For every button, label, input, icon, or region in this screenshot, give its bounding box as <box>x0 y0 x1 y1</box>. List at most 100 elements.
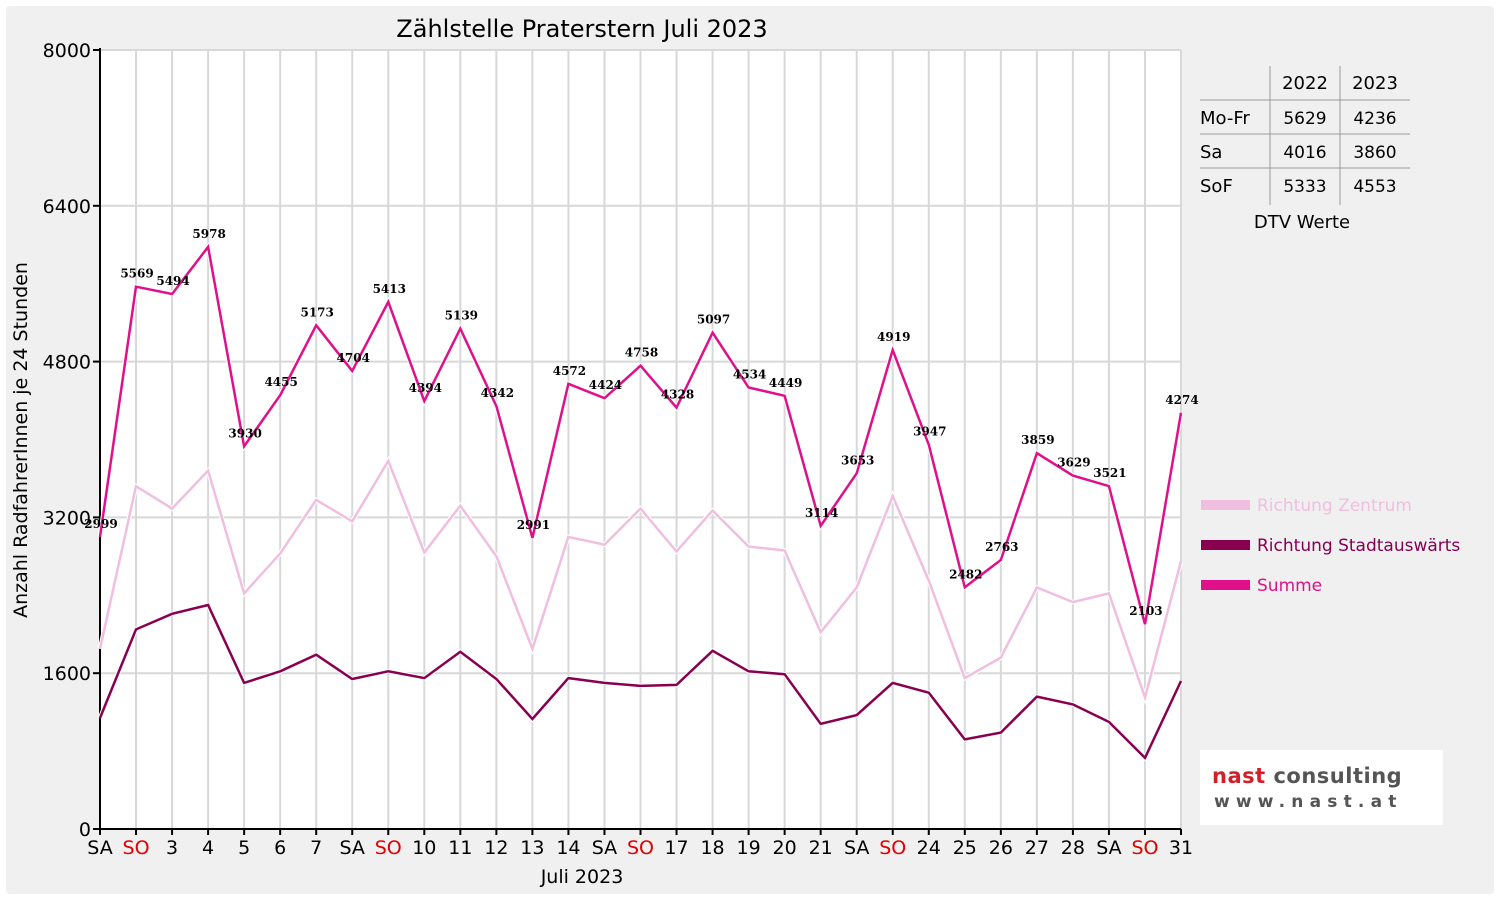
x-tick-label: SA <box>844 837 869 859</box>
table-row-label: SoF <box>1200 176 1233 197</box>
legend-item: Summe <box>1201 576 1322 596</box>
table-cell: 4553 <box>1353 177 1396 197</box>
legend-swatch <box>1201 500 1250 510</box>
data-label: 5413 <box>373 282 406 296</box>
data-label: 3114 <box>805 506 838 520</box>
table-caption: DTV Werte <box>1254 212 1350 233</box>
x-tick-labels: SA SO 3 4 5 6 7 SA SO 10 11 12 13 14 SA SO 17 18 19 20 21 SA S… <box>87 837 1193 859</box>
data-label: 3521 <box>1093 466 1126 480</box>
x-tick-label: SA <box>87 837 112 859</box>
y-tick-label: 4800 <box>43 352 91 374</box>
series-line <box>98 603 1183 761</box>
data-label: 4455 <box>264 375 297 389</box>
chart-title: Zählstelle Praterstern Juli 2023 <box>396 15 767 43</box>
series-1 <box>97 455 1184 706</box>
x-tick-label: 3 <box>166 837 178 859</box>
x-tick-label: 7 <box>310 837 322 859</box>
x-tick-label: 28 <box>1061 837 1085 859</box>
table-cell: 3860 <box>1353 143 1396 163</box>
x-tick-label: SO <box>1131 837 1158 859</box>
axes <box>93 48 1182 835</box>
y-tick-labels: 0 1600 3200 4800 6400 8000 <box>43 40 91 841</box>
x-tick-label: 11 <box>448 837 472 859</box>
data-label: 5978 <box>192 227 225 241</box>
legend: Richtung Zentrum Richtung Stadtauswärts Su… <box>1201 496 1460 596</box>
data-label: 4342 <box>481 386 514 400</box>
y-axis-label: Anzahl RadfahrerInnen je 24 Stunden <box>10 262 32 618</box>
legend-item: Richtung Stadtauswärts <box>1201 536 1460 556</box>
series-3 <box>97 241 1184 625</box>
data-label: 3859 <box>1021 433 1054 447</box>
series-lines <box>97 241 1184 762</box>
logo-name-part1: nast <box>1212 764 1266 788</box>
data-label: 4758 <box>625 346 658 360</box>
data-label: 5139 <box>445 309 478 323</box>
x-tick-label: 12 <box>484 837 508 859</box>
data-label: 5173 <box>300 305 333 319</box>
data-label: 5569 <box>120 267 153 281</box>
y-tick-label: 1600 <box>43 663 91 685</box>
x-tick-label: SA <box>340 837 365 859</box>
data-label: 2482 <box>949 567 982 581</box>
data-label: 4274 <box>1165 393 1198 407</box>
logo-name-part2: consulting <box>1265 764 1403 788</box>
data-label: 4394 <box>409 381 442 395</box>
logo-website: www.nast.at <box>1214 792 1403 812</box>
x-tick-label: 18 <box>700 837 724 859</box>
legend-label: Summe <box>1257 576 1322 596</box>
x-tick-label: 21 <box>809 837 833 859</box>
x-tick-label: 17 <box>664 837 688 859</box>
nast-consulting-logo: nast consulting www.nast.at <box>1200 750 1443 825</box>
x-tick-label: 13 <box>520 837 544 859</box>
legend-swatch <box>1201 540 1250 550</box>
logo-name: nast consulting <box>1212 764 1402 788</box>
series-2 <box>97 602 1184 762</box>
legend-swatch <box>1201 580 1250 590</box>
table-cell: 4016 <box>1283 143 1326 163</box>
table-cell: 4236 <box>1353 109 1396 129</box>
data-label: 4704 <box>337 351 370 365</box>
data-label: 2999 <box>84 517 117 531</box>
x-tick-label: 14 <box>556 837 580 859</box>
x-tick-label: 25 <box>953 837 977 859</box>
data-label: 4572 <box>553 364 586 378</box>
legend-label: Richtung Stadtauswärts <box>1257 536 1460 556</box>
x-tick-label: SO <box>375 837 402 859</box>
x-tick-label: 5 <box>238 837 250 859</box>
data-label: 4449 <box>769 376 802 390</box>
legend-item: Richtung Zentrum <box>1201 496 1412 516</box>
table-cell: 5629 <box>1283 109 1326 129</box>
x-tick-label: SO <box>123 837 150 859</box>
x-tick-label: SO <box>627 837 654 859</box>
y-tick-label: 3200 <box>43 507 91 529</box>
x-tick-label: 20 <box>773 837 797 859</box>
x-tick-label: 4 <box>202 837 214 859</box>
x-tick-label: 24 <box>917 837 941 859</box>
data-label: 3947 <box>913 425 946 439</box>
data-label: 2991 <box>517 518 550 532</box>
y-tick-label: 8000 <box>43 40 91 62</box>
data-label: 5097 <box>697 313 730 327</box>
series-line <box>98 243 1183 625</box>
data-label: 4424 <box>589 378 622 392</box>
x-tick-label: 10 <box>412 837 436 859</box>
y-tick-label: 0 <box>79 819 91 841</box>
series-line <box>98 458 1183 702</box>
x-tick-label: 19 <box>737 837 761 859</box>
table-row-label: Mo-Fr <box>1200 108 1250 129</box>
table-row-label: Sa <box>1200 142 1222 163</box>
x-tick-label: 6 <box>274 837 286 859</box>
data-label: 4328 <box>661 388 694 402</box>
x-tick-label: SA <box>1096 837 1121 859</box>
data-label: 3653 <box>841 453 874 467</box>
y-tick-label: 6400 <box>43 196 91 218</box>
data-label: 4534 <box>733 368 766 382</box>
data-label: 5494 <box>156 274 189 288</box>
x-tick-label: 31 <box>1169 837 1193 859</box>
table-column-header: 2022 <box>1282 73 1328 94</box>
table-cell: 5333 <box>1283 177 1326 197</box>
x-tick-label: 27 <box>1025 837 1049 859</box>
legend-label: Richtung Zentrum <box>1257 496 1412 516</box>
data-label: 3930 <box>228 426 261 440</box>
